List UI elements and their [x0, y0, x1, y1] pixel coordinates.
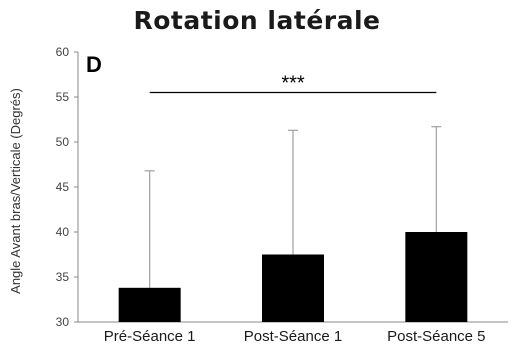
y-tick-label: 30: [56, 315, 70, 329]
bar: [405, 232, 467, 322]
y-tick-label: 60: [56, 45, 70, 59]
x-tick-label: Post-Séance 1: [244, 328, 342, 344]
y-tick-label: 40: [56, 225, 70, 239]
bar: [262, 255, 324, 323]
panel-label: D: [86, 52, 102, 77]
y-axis-label: Angle Avant bras/Verticale (Degrés): [8, 88, 23, 294]
x-tick-label: Post-Séance 5: [387, 328, 485, 344]
y-tick-label: 35: [56, 270, 70, 284]
significance-label: ***: [281, 73, 305, 95]
x-tick-label: Pré-Séance 1: [104, 328, 196, 344]
y-tick-label: 45: [56, 180, 70, 194]
bar: [119, 288, 181, 322]
y-tick-label: 55: [56, 90, 70, 104]
y-tick-label: 50: [56, 135, 70, 149]
